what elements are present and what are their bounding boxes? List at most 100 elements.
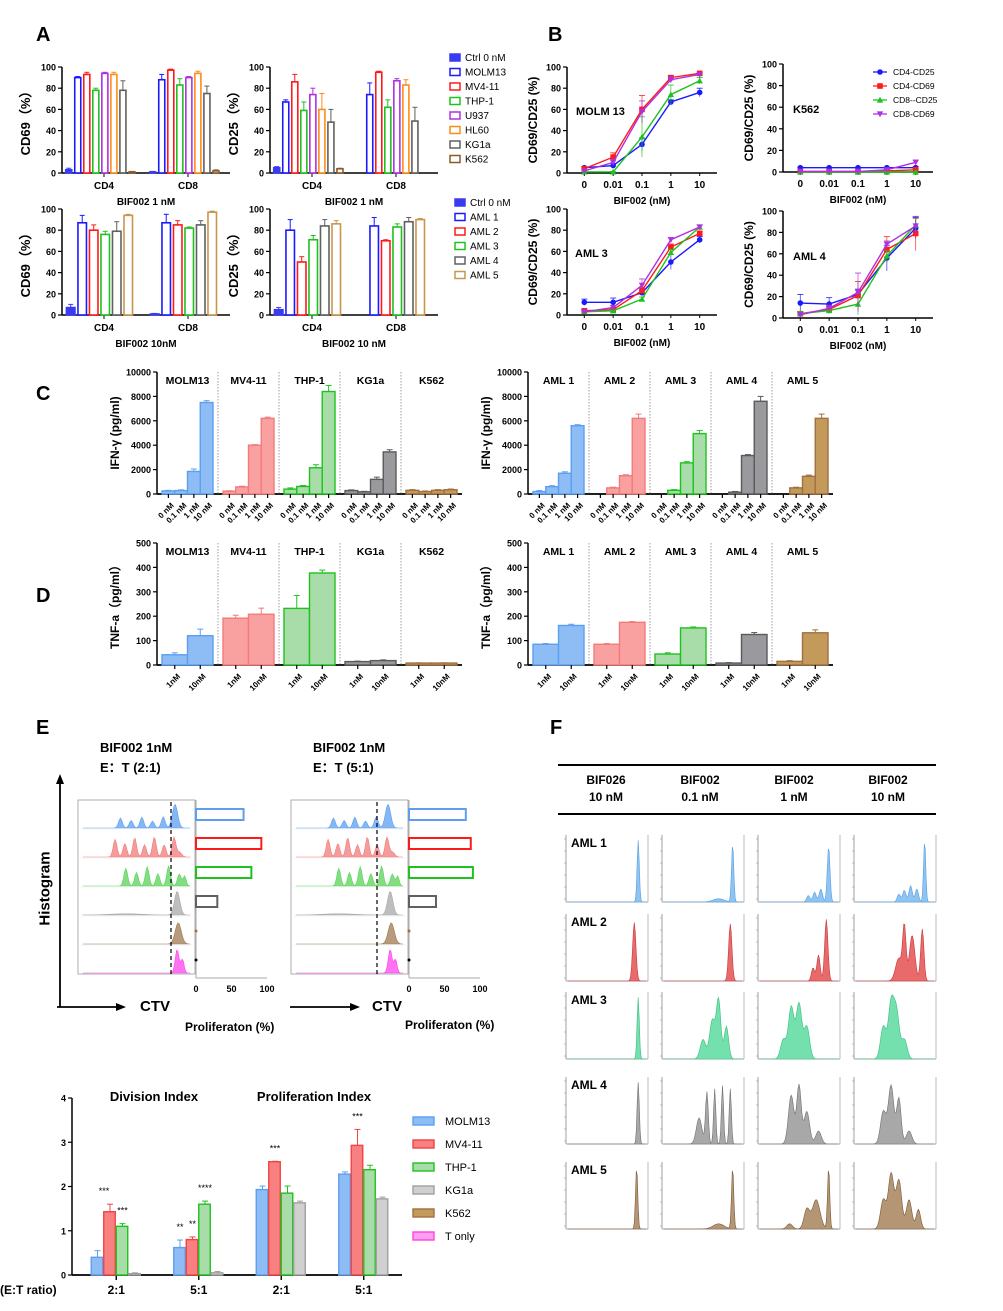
x-tick-label: 5:1 — [190, 1283, 208, 1297]
legend-swatch — [412, 1185, 435, 1195]
marker-triangle — [876, 96, 884, 103]
bar — [255, 1188, 269, 1276]
group-label: KG1a — [357, 546, 385, 558]
legend-label: CD8-CD69 — [893, 109, 935, 119]
arrow-head-icon — [56, 774, 64, 784]
b-annotation: AML 4 — [793, 251, 827, 263]
marker-triangle-down — [638, 108, 646, 115]
b-y-axis-label: CD69/CD25 (%) — [526, 77, 540, 164]
prolif-bar — [195, 808, 245, 821]
bar — [293, 1202, 306, 1276]
bar — [203, 92, 211, 174]
legend-label: CD4-CD69 — [893, 81, 935, 91]
bar — [740, 633, 768, 666]
bar — [148, 171, 157, 174]
bar — [318, 108, 326, 174]
marker-triangle-down — [854, 168, 862, 175]
a-A4-y-tick-label: 60 — [254, 247, 264, 257]
b-x-axis-label: BIF002 (nM) — [830, 341, 887, 352]
legend-label: Ctrl 0 nM — [470, 198, 511, 209]
x-tick-label: 1nM — [164, 672, 182, 690]
b-annotation: AML 3 — [575, 248, 608, 260]
bar — [375, 1198, 389, 1276]
bar — [618, 621, 646, 666]
bar — [186, 470, 201, 495]
flow-histogram — [568, 840, 646, 903]
bar — [64, 169, 73, 174]
a-A1-y-tick-label: 20 — [46, 147, 56, 157]
bar — [283, 607, 311, 666]
cd-C1-y-tick-label: 6000 — [131, 416, 151, 426]
b-B4-y-tick-label: 60 — [767, 249, 777, 259]
bar — [667, 489, 682, 495]
x-tick-label: 10nM — [680, 672, 701, 693]
legend-swatch — [454, 227, 466, 236]
prolif-point — [194, 929, 198, 933]
histogram-trace — [295, 891, 404, 916]
a-A4-y-tick-label: 40 — [254, 268, 264, 278]
panel-label-e: E — [36, 717, 50, 739]
prolif-point — [194, 958, 198, 962]
histogram-trace — [83, 836, 191, 858]
legend-swatch — [412, 1208, 435, 1218]
panel-label-d: D — [36, 585, 51, 607]
marker-triangle-down — [609, 159, 617, 166]
b-B1-y-tick-label: 80 — [551, 84, 561, 94]
bar — [207, 211, 218, 316]
x-tick-label: 10nM — [558, 672, 579, 693]
bar — [443, 489, 458, 495]
f-col-header-4: BIF002 10 nM — [868, 773, 908, 804]
x-tick-label: 1nM — [408, 672, 426, 690]
bar — [308, 238, 319, 316]
f-col-header-3: BIF002 1 nM — [774, 773, 814, 804]
marker-triangle-down — [696, 71, 703, 78]
legend-swatch — [449, 125, 461, 135]
f-table-bottom-rule — [558, 813, 936, 815]
marker-triangle — [638, 133, 646, 140]
histogram-trace — [83, 949, 191, 974]
bar — [296, 261, 307, 316]
a-A1-y-tick-label: 80 — [46, 84, 56, 94]
a-x-tick-label: CD8 — [386, 181, 406, 192]
x-tick-label: 1nM — [596, 672, 614, 690]
histogram-trace — [296, 836, 404, 858]
bar — [411, 120, 419, 174]
a-A4-y-tick-label: 80 — [254, 226, 264, 236]
e-right-subtitle: E：T (5:1) — [313, 760, 374, 775]
legend-swatch — [412, 1139, 435, 1149]
legend-label: AML 5 — [470, 271, 499, 282]
bar — [350, 1144, 364, 1276]
bar — [606, 487, 621, 495]
marker-triangle — [696, 77, 703, 84]
marker-triangle-down — [912, 223, 919, 230]
a-x-tick-label: CD4 — [94, 323, 114, 334]
bar — [365, 93, 374, 174]
index-y-tick-label: 3 — [61, 1138, 66, 1148]
b-x-tick-label: 0 — [798, 325, 804, 336]
legend-label: CD8--CD25 — [893, 95, 938, 105]
a-x-tick-label: CD8 — [178, 181, 198, 192]
prolif-x-tick-label: 50 — [439, 984, 449, 994]
marker-triangle — [667, 249, 675, 256]
marker-triangle-down — [883, 167, 891, 174]
a-A2-y-tick-label: 100 — [249, 63, 264, 73]
bar — [801, 475, 816, 495]
b-B1-y-tick-label: 60 — [551, 105, 561, 115]
marker-square — [877, 83, 883, 89]
flow-histogram — [856, 1083, 934, 1145]
bar — [247, 613, 275, 666]
marker-square — [884, 246, 890, 253]
significance-mark: ** — [189, 1219, 197, 1229]
bar — [338, 1173, 351, 1276]
bar — [402, 84, 410, 174]
bar — [363, 1168, 376, 1276]
flow-histogram — [760, 919, 838, 982]
cd-C1-y-tick-label: 10000 — [126, 368, 151, 378]
f-table-top-rule — [558, 764, 936, 766]
marker-circle — [797, 300, 804, 306]
flow-histogram — [760, 848, 838, 903]
flow-histogram — [856, 994, 934, 1060]
a-x-tick-label: CD4 — [302, 323, 322, 334]
marker-square — [610, 154, 616, 160]
legend-label: U937 — [465, 111, 489, 122]
